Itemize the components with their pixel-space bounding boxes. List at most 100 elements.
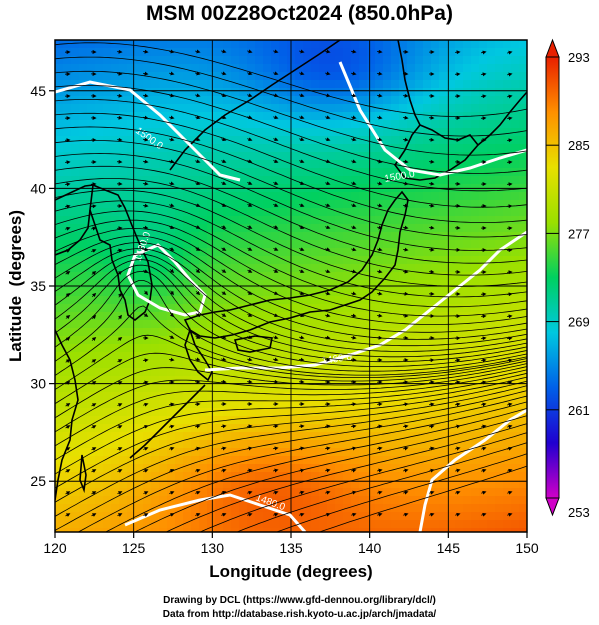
stream-arrow bbox=[455, 446, 461, 451]
stream-arrow bbox=[481, 424, 487, 429]
stream-arrow bbox=[325, 225, 331, 230]
stream-arrow bbox=[91, 271, 97, 276]
stream-arrow bbox=[169, 71, 175, 76]
stream-arrow bbox=[506, 50, 513, 55]
stream-arrow bbox=[65, 491, 71, 495]
streamline bbox=[55, 270, 527, 367]
plot-area: 1500.0 1500.0 1460.0 1480.0 1480.0 bbox=[54, 39, 528, 533]
stream-arrow bbox=[273, 203, 279, 207]
stream-arrow bbox=[351, 468, 357, 473]
streamline bbox=[318, 465, 527, 532]
stream-arrow bbox=[299, 512, 305, 517]
stream-arrow bbox=[65, 204, 71, 209]
stream-arrow bbox=[220, 424, 227, 429]
stream-arrow bbox=[247, 137, 253, 142]
stream-arrow bbox=[169, 247, 175, 251]
stream-arrow bbox=[91, 226, 97, 231]
stream-arrow bbox=[507, 490, 513, 495]
streamline bbox=[133, 415, 527, 532]
stream-arrow bbox=[325, 512, 331, 517]
stream-arrow bbox=[481, 512, 487, 517]
stream-arrow bbox=[169, 335, 175, 339]
stream-arrow bbox=[299, 115, 305, 120]
streamline bbox=[236, 442, 527, 532]
colorbar-tick-label: 277 bbox=[568, 226, 590, 241]
stream-arrow bbox=[273, 137, 279, 142]
stream-arrow bbox=[299, 247, 305, 251]
stream-arrow bbox=[351, 446, 357, 451]
x-tick-label: 130 bbox=[201, 540, 225, 556]
stream-arrow bbox=[247, 93, 253, 98]
stream-arrow bbox=[168, 424, 175, 429]
stream-arrow bbox=[325, 203, 331, 208]
stream-arrow bbox=[403, 446, 409, 451]
stream-arrow bbox=[168, 357, 175, 362]
stream-arrow bbox=[273, 247, 279, 251]
stream-arrow bbox=[351, 181, 357, 186]
streamline bbox=[55, 253, 527, 352]
streamline bbox=[55, 264, 527, 363]
stream-arrow bbox=[65, 425, 71, 429]
stream-arrow bbox=[403, 247, 409, 252]
stream-arrow bbox=[299, 490, 305, 495]
stream-arrow bbox=[247, 269, 253, 273]
colorbar-tick-label: 261 bbox=[568, 403, 590, 418]
stream-arrow bbox=[273, 269, 279, 273]
stream-arrow bbox=[325, 490, 331, 495]
streamline bbox=[55, 112, 527, 208]
x-tick-label: 120 bbox=[43, 540, 67, 556]
y-axis-label: Latitude (degrees) bbox=[6, 210, 25, 362]
stream-arrow bbox=[429, 512, 435, 517]
stream-arrow bbox=[142, 203, 149, 208]
streamline bbox=[55, 259, 527, 358]
colorbar-max-arrow bbox=[545, 38, 560, 58]
stream-arrow bbox=[273, 159, 279, 163]
temperature-field bbox=[55, 40, 527, 532]
stream-arrow bbox=[91, 249, 97, 253]
stream-arrow bbox=[324, 424, 331, 429]
stream-arrow bbox=[377, 247, 383, 252]
stream-arrow bbox=[169, 181, 175, 186]
stream-arrow bbox=[480, 94, 487, 99]
streamline bbox=[77, 401, 527, 532]
stream-arrow bbox=[90, 204, 97, 209]
coastline-sakhalin bbox=[397, 40, 421, 126]
stream-arrow bbox=[377, 269, 383, 274]
stream-arrow bbox=[65, 314, 71, 320]
stream-arrow bbox=[247, 512, 253, 517]
stream-arrow bbox=[221, 71, 227, 76]
stream-arrow bbox=[273, 93, 279, 98]
stream-arrow bbox=[350, 424, 357, 429]
stream-arrow bbox=[221, 446, 227, 451]
stream-arrow bbox=[299, 203, 305, 207]
stream-arrow bbox=[454, 358, 461, 363]
streamline bbox=[55, 56, 527, 137]
stream-arrow bbox=[377, 446, 383, 451]
stream-arrow bbox=[143, 93, 149, 98]
x-tick-label: 145 bbox=[437, 540, 461, 556]
stream-arrow bbox=[117, 513, 123, 517]
stream-arrow bbox=[64, 182, 71, 187]
stream-arrow bbox=[428, 468, 435, 473]
stream-arrow bbox=[221, 159, 227, 164]
stream-arrow bbox=[169, 49, 175, 54]
stream-arrow bbox=[507, 94, 513, 99]
stream-arrow bbox=[481, 468, 487, 473]
stream-arrow bbox=[376, 71, 383, 76]
stream-arrow bbox=[117, 271, 123, 275]
stream-arrow bbox=[273, 446, 279, 451]
stream-arrow bbox=[455, 512, 461, 517]
stream-arrow bbox=[325, 181, 331, 186]
stream-arrow bbox=[377, 468, 383, 473]
stream-arrow bbox=[351, 115, 357, 120]
coastlines bbox=[55, 40, 527, 501]
stream-arrow bbox=[377, 137, 383, 142]
coastline-hokkaido bbox=[394, 124, 480, 181]
stream-arrow bbox=[351, 71, 357, 76]
contour-line bbox=[124, 493, 307, 532]
stream-arrow bbox=[403, 424, 409, 429]
stream-arrow bbox=[351, 93, 357, 98]
coastline-shikoku bbox=[233, 335, 273, 353]
stream-arrow bbox=[143, 447, 149, 451]
stream-arrow bbox=[247, 225, 253, 229]
